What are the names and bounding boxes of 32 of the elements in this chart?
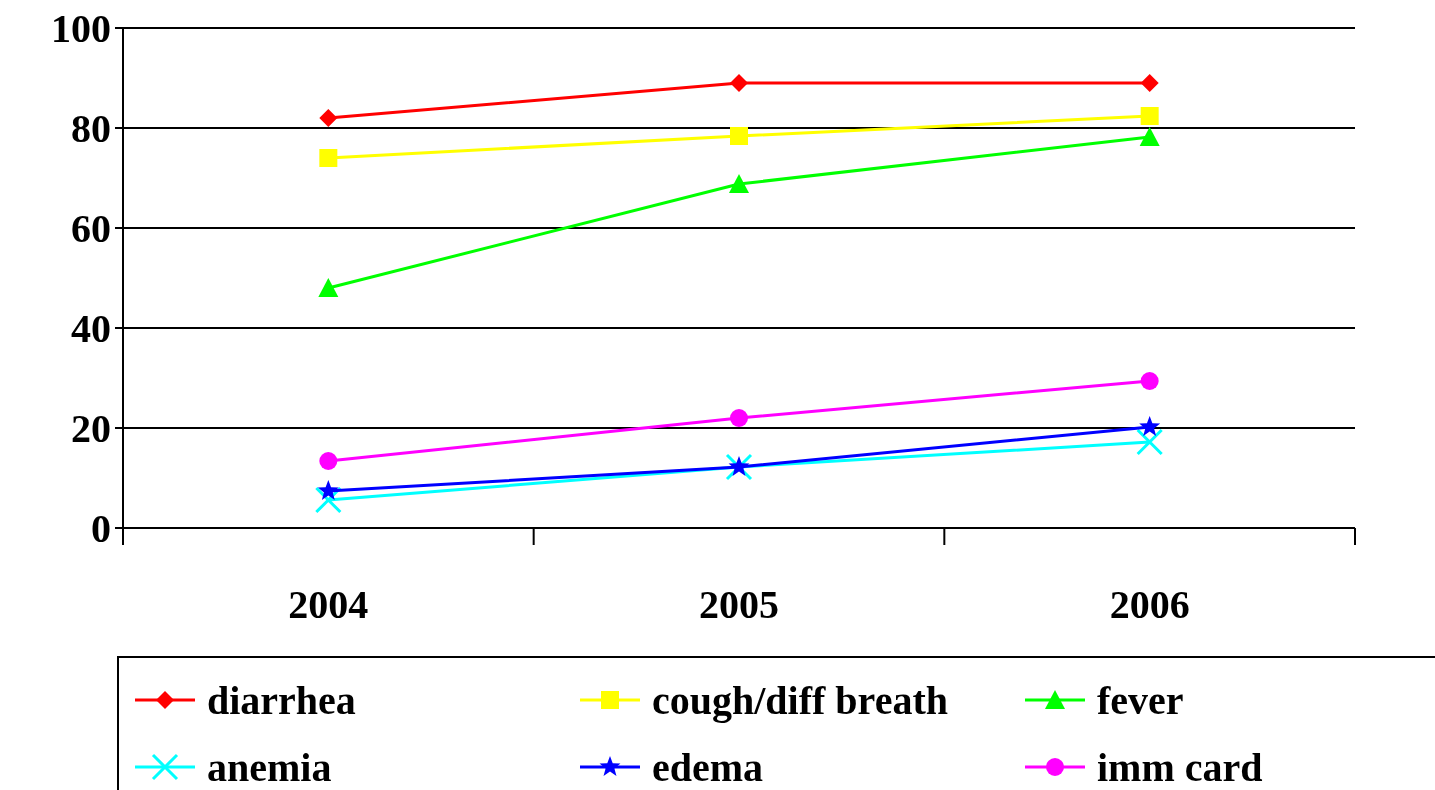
point <box>319 109 338 127</box>
point <box>728 456 750 476</box>
y-tick-label: 60 <box>71 206 111 251</box>
point <box>319 452 338 470</box>
point <box>314 486 342 514</box>
point <box>730 74 748 92</box>
point <box>1139 127 1160 146</box>
point <box>1139 416 1161 436</box>
legend-label: imm card <box>1097 745 1263 790</box>
point <box>729 174 749 193</box>
legend-label: fever <box>1097 678 1184 723</box>
point <box>319 149 338 167</box>
y-tick-label: 40 <box>71 306 111 351</box>
point <box>1136 428 1164 456</box>
legend-label: edema <box>652 745 764 790</box>
point <box>1140 74 1159 92</box>
x-tick-label: 2004 <box>288 582 369 627</box>
legend-label: anemia <box>207 745 332 790</box>
y-tick-label: 80 <box>71 106 111 151</box>
x-tick-label: 2006 <box>1109 582 1190 627</box>
legend-label: cough/diff breath <box>652 678 948 723</box>
point <box>318 278 339 297</box>
point <box>317 480 339 500</box>
point <box>730 409 748 427</box>
y-tick-label: 0 <box>91 506 111 551</box>
point <box>730 127 748 145</box>
legend-label: diarrhea <box>207 678 356 723</box>
y-tick-label: 20 <box>71 406 111 451</box>
y-tick-label: 100 <box>51 6 111 51</box>
x-tick-label: 2005 <box>699 582 779 627</box>
point <box>1140 372 1159 390</box>
point <box>1140 107 1159 125</box>
